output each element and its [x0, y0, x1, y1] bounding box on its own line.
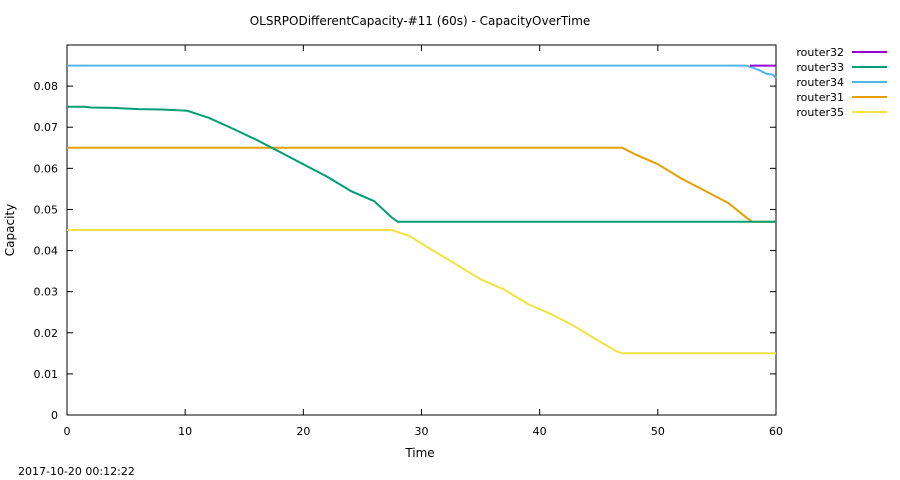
- y-tick-label: 0.08: [34, 80, 59, 93]
- legend-label-router31: router31: [796, 91, 844, 104]
- x-tick-label: 50: [651, 425, 665, 438]
- x-tick-label: 0: [64, 425, 71, 438]
- footer-timestamp: 2017-10-20 00:12:22: [18, 465, 135, 478]
- y-tick-label: 0: [51, 409, 58, 422]
- series-line-router31: [67, 146, 776, 223]
- y-tick-label: 0.05: [34, 203, 59, 216]
- series-line-router33: [67, 105, 776, 223]
- chart-title: OLSRPODifferentCapacity-#11 (60s) - Capa…: [250, 14, 591, 28]
- x-tick-label: 10: [178, 425, 192, 438]
- series-line-router35: [67, 229, 776, 355]
- x-axis-label: Time: [404, 446, 434, 460]
- y-axis-ticks: 0 0.01 0.02 0.03 0.04 0.05 0.06 0.07 0.08: [34, 80, 776, 422]
- y-tick-label: 0.07: [34, 121, 59, 134]
- x-tick-label: 30: [415, 425, 429, 438]
- x-tick-label: 20: [296, 425, 310, 438]
- y-tick-label: 0.04: [34, 245, 59, 258]
- x-tick-label: 40: [533, 425, 547, 438]
- y-tick-label: 0.06: [34, 162, 59, 175]
- y-tick-label: 0.02: [34, 327, 59, 340]
- y-tick-label: 0.03: [34, 286, 59, 299]
- series-lines: [67, 64, 777, 355]
- legend-label-router33: router33: [796, 61, 844, 74]
- legend-label-router34: router34: [796, 76, 844, 89]
- series-line-router34: [67, 64, 777, 79]
- legend-label-router32: router32: [796, 46, 844, 59]
- y-tick-label: 0.01: [34, 368, 59, 381]
- x-tick-label: 60: [769, 425, 783, 438]
- legend: router32 router33 router34 router31 router35: [796, 46, 887, 119]
- legend-label-router35: router35: [796, 106, 844, 119]
- x-axis-ticks: 0 10 20 30 40 50 60: [64, 45, 783, 438]
- y-axis-label: Capacity: [3, 204, 17, 256]
